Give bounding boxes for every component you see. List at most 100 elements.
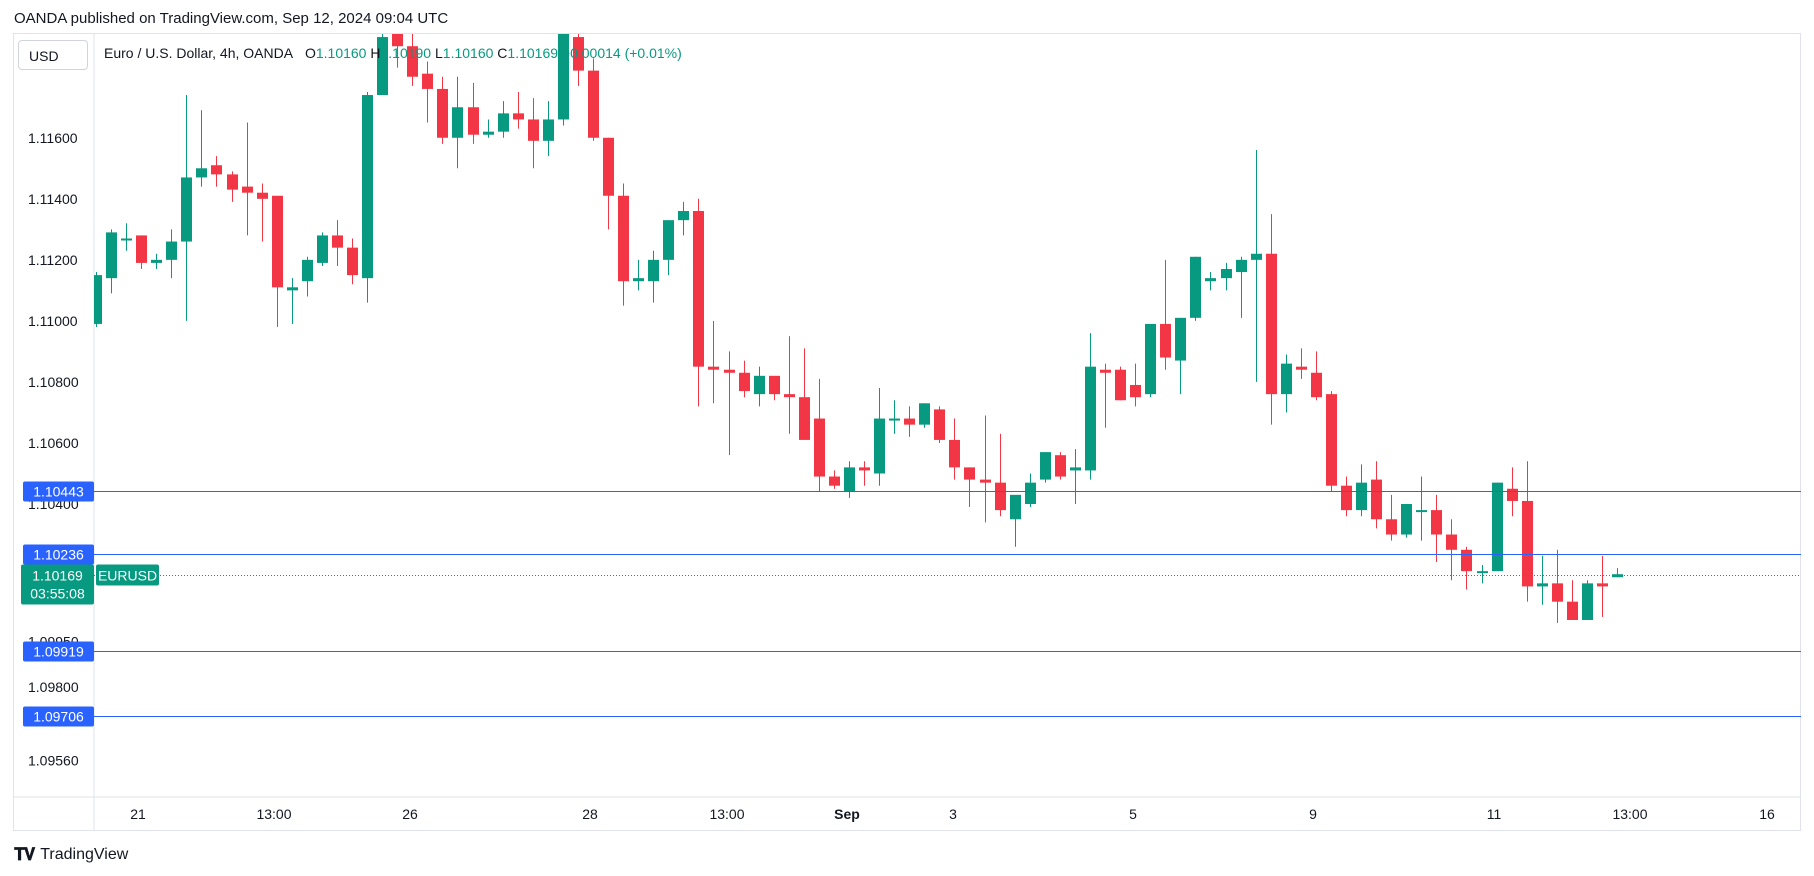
change-value: +0.00014 (+0.01%) <box>561 45 682 61</box>
candle-body <box>1386 519 1397 535</box>
candle-body <box>693 211 704 367</box>
symbol-tag <box>96 564 159 586</box>
candle-body <box>1492 482 1503 572</box>
candle-body <box>1356 482 1367 511</box>
candle-body <box>724 369 735 373</box>
candle-body <box>1025 482 1036 505</box>
candle-body <box>1281 363 1292 395</box>
level-price-label: 1.09919 <box>33 644 84 660</box>
candle-body <box>678 211 689 221</box>
publisher-line: OANDA published on TradingView.com, Sep … <box>14 10 449 27</box>
level-price-label: 1.10236 <box>33 547 84 563</box>
currency-button[interactable]: USD <box>18 40 88 70</box>
y-tick-label: 1.09560 <box>28 752 79 768</box>
candle-body <box>483 131 494 135</box>
candle-body <box>1130 384 1141 398</box>
candle-body <box>739 372 750 392</box>
candle-body <box>1070 467 1081 471</box>
candle-body <box>317 235 328 263</box>
x-tick-label: 3 <box>949 806 957 822</box>
candle-body <box>558 34 569 120</box>
candle-body <box>874 418 885 474</box>
open-label: O <box>304 45 316 61</box>
candle-body <box>1552 583 1563 602</box>
y-tick-label: 1.09800 <box>28 679 79 695</box>
candle-body <box>498 113 509 132</box>
candle-body <box>1597 583 1608 587</box>
open-value: 1.10160 <box>315 45 367 61</box>
chart-frame <box>13 33 1801 831</box>
candle-body <box>588 70 599 138</box>
y-tick-label: 1.11000 <box>28 313 78 329</box>
x-tick-label: 13:00 <box>256 806 291 822</box>
tradingview-brand[interactable]: 𝐓𝐕 TradingView <box>14 845 128 865</box>
candle-body <box>980 479 991 483</box>
x-tick-label: 5 <box>1129 806 1137 822</box>
last-price-tag <box>21 564 94 605</box>
candle-body <box>663 220 674 260</box>
high-label: H <box>370 45 381 61</box>
close-value: 1.10169 <box>507 45 559 61</box>
countdown-label: 03:55:08 <box>30 586 85 602</box>
x-tick-label: 11 <box>1487 806 1502 822</box>
candle-body <box>934 409 945 440</box>
candle-body <box>513 113 524 120</box>
candle-body <box>1055 455 1066 477</box>
candle-body <box>1416 510 1427 513</box>
x-tick-label: 16 <box>1759 806 1775 822</box>
candle-body <box>1115 369 1126 401</box>
x-tick-label: 26 <box>402 806 418 822</box>
candle-body <box>1190 256 1201 318</box>
last-price-label: 1.10169 <box>32 568 83 584</box>
candle-body <box>452 107 463 138</box>
candle-body <box>94 275 102 324</box>
symbol-title[interactable]: Euro / U.S. Dollar, 4h, OANDA <box>104 45 294 61</box>
candle-body <box>543 119 554 141</box>
candles-group <box>94 34 1623 624</box>
candle-body <box>708 366 719 370</box>
y-tick-label: 1.11400 <box>28 191 78 207</box>
candle-body <box>1085 366 1096 471</box>
candle-body <box>1100 369 1111 373</box>
candle-body <box>392 34 403 47</box>
candle-body <box>227 174 238 190</box>
y-tick-label: 1.10600 <box>28 435 79 451</box>
x-tick-label: 28 <box>582 806 598 822</box>
candle-body <box>422 73 433 89</box>
candle-body <box>754 375 765 395</box>
candle-body <box>1537 583 1548 587</box>
candle-body <box>1236 259 1247 273</box>
y-tick-label: 1.11600 <box>28 130 78 146</box>
candle-body <box>1145 323 1156 395</box>
y-tick-label: 1.10800 <box>28 374 79 390</box>
candle-body <box>211 165 222 175</box>
candle-body <box>1477 571 1488 574</box>
x-tick-label: 9 <box>1309 806 1317 822</box>
tradingview-logo-icon: 𝐓𝐕 <box>14 845 35 864</box>
candle-body <box>1251 253 1262 260</box>
candle-body <box>1507 488 1518 501</box>
candle-body <box>769 375 780 395</box>
candle-body <box>1160 323 1171 358</box>
candle-body <box>1326 394 1337 486</box>
candle-body <box>151 259 162 263</box>
candle-body <box>633 278 644 282</box>
candle-body <box>1311 372 1322 398</box>
level-price-tag <box>23 706 94 727</box>
candle-body <box>1371 479 1382 520</box>
candle-body <box>347 247 358 276</box>
level-price-tag <box>23 481 94 502</box>
close-label: C <box>497 45 508 61</box>
level-price-tag <box>23 641 94 662</box>
low-label: L <box>434 45 443 61</box>
candle-body <box>784 394 795 398</box>
candle-body <box>166 241 177 260</box>
level-price-label: 1.09706 <box>33 709 84 725</box>
candle-body <box>1446 534 1457 550</box>
symbol-tag-label: EURUSD <box>98 568 157 584</box>
candle-body <box>377 37 388 96</box>
candle-body <box>242 186 253 193</box>
candle-body <box>1461 549 1472 572</box>
candle-body <box>302 259 313 282</box>
